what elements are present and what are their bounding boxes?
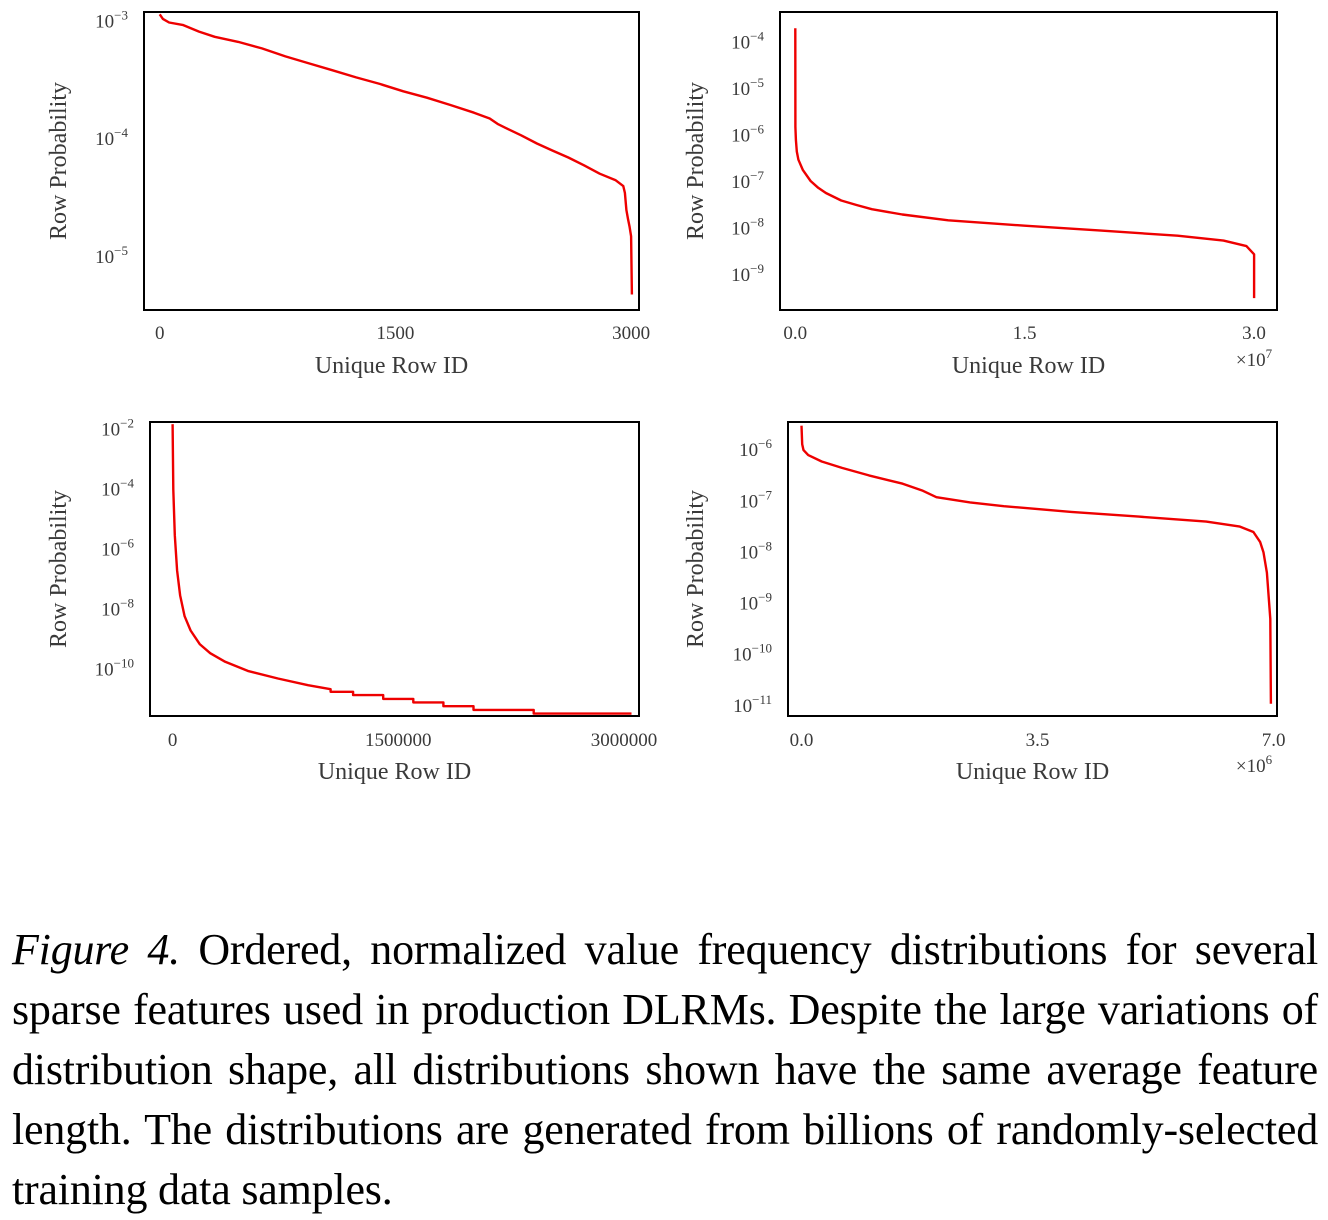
x-tick-label: 0.0: [790, 730, 814, 751]
y-axis-label: Row Probability: [683, 82, 709, 240]
x-axis-multiplier: ×107: [1236, 346, 1273, 371]
x-tick-label: 0: [168, 730, 178, 751]
caption-label: Figure 4.: [12, 925, 180, 974]
y-tick-label: 10−4: [95, 125, 128, 150]
chart-panel-bottom-right: 0.0 3.5 7.0 10−6 10−7 10−8 10−9 10−10 10−11 Uniqu…: [683, 421, 1286, 785]
x-axis-multiplier: ×106: [1236, 752, 1273, 777]
series-line-distribution: [158, 13, 634, 295]
y-tick-label: 10−6: [739, 436, 772, 461]
plot-frame: [143, 11, 640, 311]
figure-grid: 0 1500 3000 10−3 10−4 10−5 Unique Row ID Row Pr…: [46, 7, 1286, 786]
y-tick-label: 10−6: [101, 536, 134, 561]
series-line-distribution: [800, 425, 1273, 704]
y-tick-label: 10−9: [731, 261, 764, 286]
y-tick-label: 10−2: [101, 416, 134, 441]
y-tick-label: 10−7: [739, 487, 772, 512]
x-tick-label: 7.0: [1262, 730, 1286, 751]
series-line-distribution: [171, 424, 632, 715]
y-tick-label: 10−4: [731, 28, 764, 53]
y-tick-label: 10−5: [95, 243, 128, 268]
figure-caption: Figure 4. Ordered, normalized value freq…: [12, 920, 1318, 1220]
y-tick-label: 10−6: [731, 121, 764, 146]
x-tick-label: 3000000: [591, 730, 658, 751]
x-axis-label: Unique Row ID: [318, 759, 471, 785]
y-tick-label: 10−4: [101, 476, 134, 501]
y-tick-label: 10−7: [731, 168, 764, 193]
y-axis-label: Row Probability: [683, 490, 709, 648]
x-tick-label: 3000: [612, 323, 650, 344]
y-tick-label: 10−11: [733, 692, 772, 717]
x-tick-label: 3.5: [1026, 730, 1050, 751]
x-tick-label: 3.0: [1242, 323, 1266, 344]
chart-panel-bottom-left: 0 1500000 3000000 10−2 10−4 10−6 10−8 10−10 Uniq…: [46, 416, 657, 786]
y-tick-label: 10−5: [731, 75, 764, 100]
x-axis-label: Unique Row ID: [315, 353, 468, 379]
y-tick-label: 10−8: [101, 596, 134, 621]
y-axis-label: Row Probability: [46, 82, 72, 240]
y-tick-label: 10−10: [95, 656, 134, 681]
y-tick-label: 10−3: [95, 7, 128, 32]
y-tick-label: 10−9: [739, 590, 772, 615]
plot-frame: [787, 421, 1278, 717]
x-tick-label: 1.5: [1013, 323, 1037, 344]
plot-frame: [149, 421, 640, 717]
x-axis-label: Unique Row ID: [952, 353, 1105, 379]
y-axis-label: Row Probability: [46, 490, 72, 648]
y-tick-label: 10−10: [733, 641, 772, 666]
chart-panel-top-right: 0.0 1.5 3.0 10−4 10−5 10−6 10−7 10−8 10−9 Unique …: [683, 11, 1278, 379]
plot-frame: [779, 11, 1278, 311]
x-tick-label: 0: [155, 323, 165, 344]
y-tick-label: 10−8: [739, 538, 772, 563]
x-tick-label: 1500000: [365, 730, 432, 751]
series-line-distribution: [794, 28, 1256, 299]
x-tick-label: 0.0: [783, 323, 807, 344]
chart-panel-top-left: 0 1500 3000 10−3 10−4 10−5 Unique Row ID Row Pr…: [46, 7, 650, 379]
caption-text: Ordered, normalized value frequency dist…: [12, 925, 1318, 1214]
x-axis-label: Unique Row ID: [956, 759, 1109, 785]
y-tick-label: 10−8: [731, 215, 764, 240]
x-tick-label: 1500: [376, 323, 414, 344]
